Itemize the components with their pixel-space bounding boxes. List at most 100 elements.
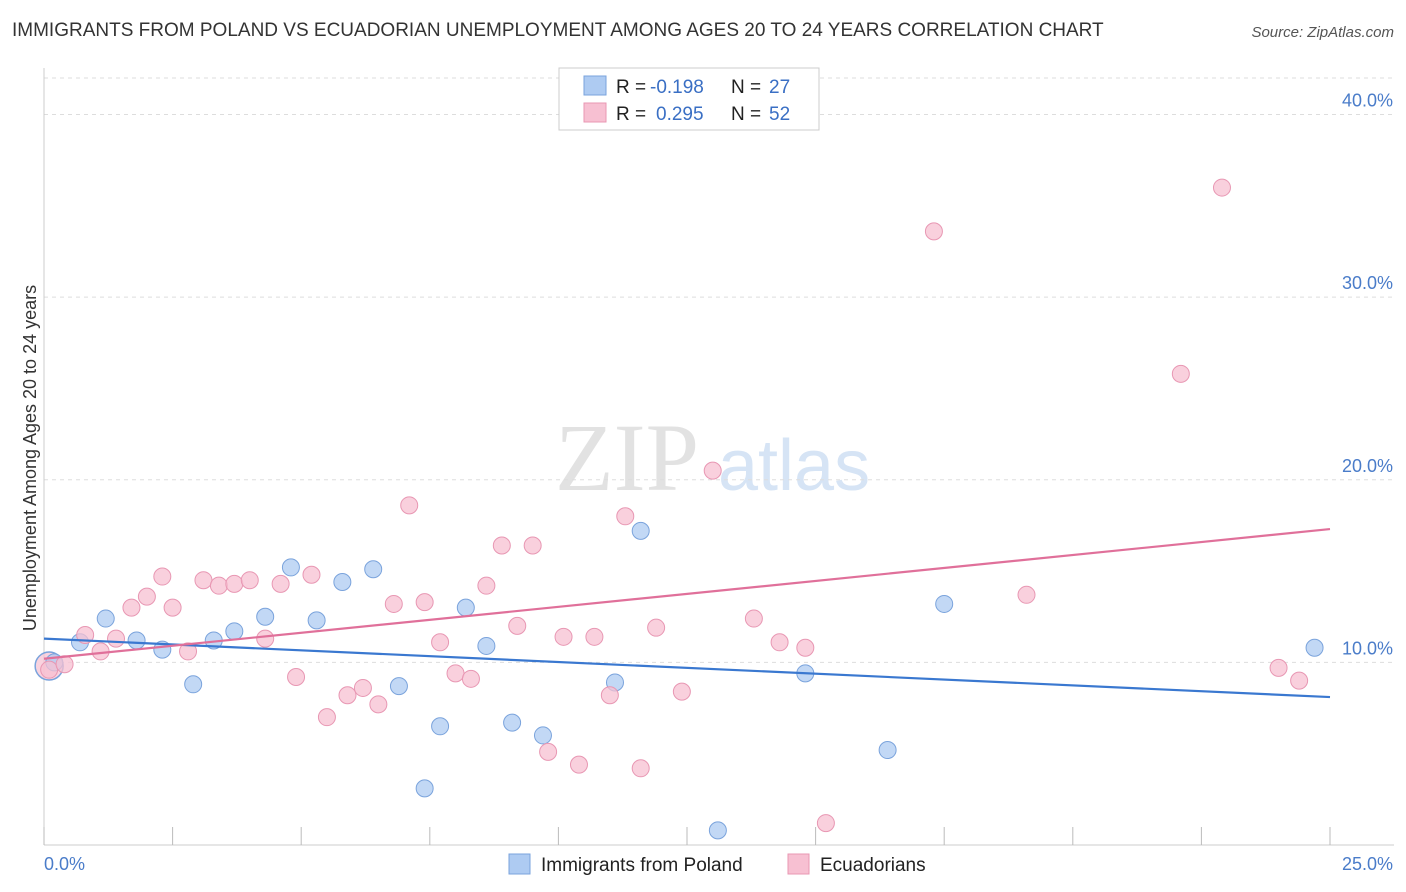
bottom-legend-label-ecuador: Ecuadorians bbox=[820, 855, 926, 876]
data-point-ecuador bbox=[461, 669, 480, 688]
source-label: Source: ZipAtlas.com bbox=[1251, 24, 1394, 41]
bottom-legend-label-poland: Immigrants from Poland bbox=[541, 855, 743, 876]
data-point-ecuador bbox=[523, 536, 542, 555]
data-point-ecuador bbox=[744, 609, 763, 628]
watermark-zip: ZIP bbox=[555, 404, 699, 511]
data-point-poland bbox=[184, 675, 203, 694]
data-point-ecuador bbox=[1269, 658, 1288, 677]
legend-r-value-ecuador: 0.295 bbox=[656, 104, 704, 125]
legend-n-label-poland: N = bbox=[731, 77, 761, 98]
data-point-poland bbox=[1305, 638, 1324, 657]
data-point-poland bbox=[935, 594, 954, 613]
data-point-poland bbox=[256, 607, 275, 626]
data-point-poland bbox=[431, 717, 450, 736]
data-point-ecuador bbox=[338, 686, 357, 705]
x-tick-label: 0.0% bbox=[44, 854, 85, 874]
y-tick-label: 20.0% bbox=[1342, 456, 1393, 476]
data-point-ecuador bbox=[924, 222, 943, 241]
data-point-ecuador bbox=[209, 576, 228, 595]
data-point-ecuador bbox=[153, 567, 172, 586]
data-point-ecuador bbox=[1212, 178, 1231, 197]
data-point-ecuador bbox=[446, 664, 465, 683]
data-point-ecuador bbox=[431, 633, 450, 652]
data-point-ecuador bbox=[477, 576, 496, 595]
data-point-ecuador bbox=[1171, 364, 1190, 383]
legend-r-value-poland: -0.198 bbox=[650, 77, 704, 98]
data-point-ecuador bbox=[415, 593, 434, 612]
data-point-poland bbox=[503, 713, 522, 732]
data-point-ecuador bbox=[40, 660, 59, 679]
axes: 0.0% 25.0% bbox=[43, 68, 1394, 874]
data-point-ecuador bbox=[1290, 671, 1309, 690]
data-point-ecuador bbox=[287, 667, 306, 686]
data-point-ecuador bbox=[137, 587, 156, 606]
data-point-ecuador bbox=[302, 565, 321, 584]
data-point-poland bbox=[533, 726, 552, 745]
bottom-legend: Immigrants from Poland Ecuadorians bbox=[508, 853, 926, 876]
legend-r-label-poland: R = bbox=[616, 77, 646, 98]
y-axis-label: Unemployment Among Ages 20 to 24 years bbox=[20, 285, 40, 631]
data-point-ecuador bbox=[179, 642, 198, 661]
data-point-ecuador bbox=[163, 598, 182, 617]
data-point-poland bbox=[127, 631, 146, 650]
y-tick-label: 10.0% bbox=[1342, 638, 1393, 658]
y-tick-label: 30.0% bbox=[1342, 273, 1393, 293]
data-point-ecuador bbox=[384, 594, 403, 613]
legend-r-label-ecuador: R = bbox=[616, 104, 646, 125]
data-point-poland bbox=[878, 741, 897, 760]
data-point-ecuador bbox=[816, 814, 835, 833]
legend-n-value-ecuador: 52 bbox=[769, 104, 790, 125]
data-point-poland bbox=[225, 622, 244, 641]
data-point-poland bbox=[389, 677, 408, 696]
data-point-ecuador bbox=[317, 708, 336, 727]
data-point-ecuador bbox=[539, 742, 558, 761]
data-point-poland bbox=[96, 609, 115, 628]
data-point-ecuador bbox=[400, 496, 419, 515]
data-point-poland bbox=[708, 821, 727, 840]
grid-lines: 10.0% 20.0% 30.0% 40.0% bbox=[44, 77, 1394, 663]
data-point-poland bbox=[415, 779, 434, 798]
data-point-ecuador bbox=[225, 574, 244, 593]
x-tick-label: 25.0% bbox=[1342, 854, 1393, 874]
data-point-ecuador bbox=[240, 571, 259, 590]
data-point-poland bbox=[281, 558, 300, 577]
data-point-ecuador bbox=[703, 461, 722, 480]
trend-line-poland bbox=[43, 637, 1331, 699]
data-point-poland bbox=[477, 636, 496, 655]
data-point-poland bbox=[333, 573, 352, 592]
data-point-poland bbox=[364, 560, 383, 579]
chart-title: IMMIGRANTS FROM POLAND VS ECUADORIAN UNE… bbox=[12, 20, 1104, 41]
data-point-ecuador bbox=[256, 629, 275, 648]
data-point-ecuador bbox=[585, 627, 604, 646]
legend-n-value-poland: 27 bbox=[769, 77, 790, 98]
data-point-ecuador bbox=[122, 598, 141, 617]
data-point-poland bbox=[631, 521, 650, 540]
data-point-ecuador bbox=[1017, 585, 1036, 604]
legend-n-label-ecuador: N = bbox=[731, 104, 761, 125]
data-point-poland bbox=[307, 611, 326, 630]
data-point-ecuador bbox=[492, 536, 511, 555]
data-point-ecuador bbox=[554, 627, 573, 646]
data-points bbox=[34, 178, 1324, 840]
data-point-ecuador bbox=[194, 571, 213, 590]
legend-swatch-poland bbox=[583, 75, 607, 96]
watermark-atlas: atlas bbox=[718, 426, 870, 506]
trend-lines bbox=[43, 527, 1331, 699]
data-point-ecuador bbox=[369, 695, 388, 714]
legend: R = -0.198 N = 27 R = 0.295 N = 52 bbox=[558, 67, 820, 131]
legend-swatch-ecuador bbox=[583, 102, 607, 123]
data-point-ecuador bbox=[672, 682, 691, 701]
data-point-ecuador bbox=[508, 616, 527, 635]
data-point-ecuador bbox=[271, 574, 290, 593]
data-point-poland bbox=[456, 598, 475, 617]
bottom-legend-swatch-ecuador bbox=[787, 853, 810, 875]
data-point-ecuador bbox=[796, 638, 815, 657]
data-point-ecuador bbox=[600, 686, 619, 705]
data-point-ecuador bbox=[647, 618, 666, 637]
y-tick-label: 40.0% bbox=[1342, 91, 1393, 111]
data-point-ecuador bbox=[770, 633, 789, 652]
data-point-ecuador bbox=[353, 678, 372, 697]
data-point-ecuador bbox=[569, 755, 588, 774]
trend-line-ecuador bbox=[43, 527, 1331, 660]
